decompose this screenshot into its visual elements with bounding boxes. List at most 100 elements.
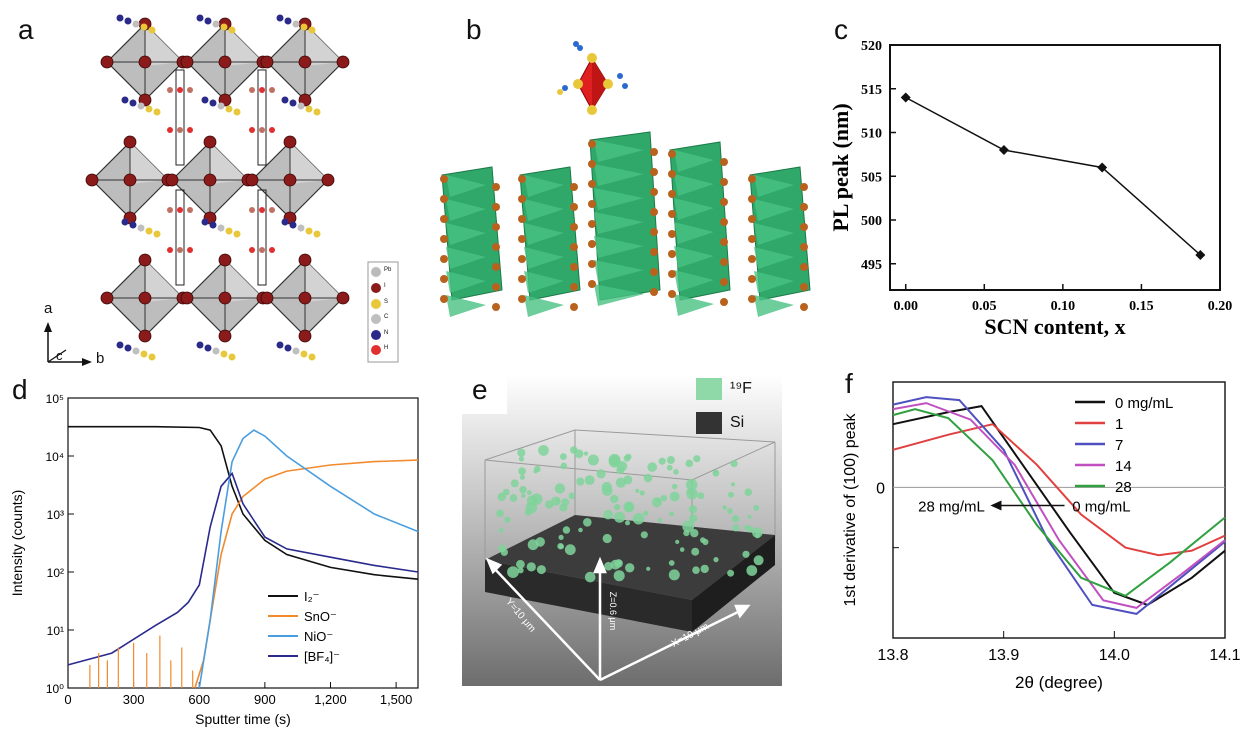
scn-atom (305, 227, 313, 235)
series-line (198, 429, 419, 689)
f-cluster (742, 550, 750, 558)
chain-atom (440, 175, 448, 183)
chain-atom (668, 190, 676, 198)
scn-atom (225, 105, 233, 113)
chain-atom (668, 290, 676, 298)
f-cluster (560, 453, 567, 460)
legend-label: 7 (1115, 437, 1123, 454)
panel-b: b (400, 0, 820, 370)
iodide-atom (123, 135, 137, 149)
cation-atom (249, 127, 255, 133)
f-cluster (646, 566, 651, 571)
chain-atom (518, 195, 526, 203)
series-line (892, 423, 1226, 557)
f-cluster (668, 560, 675, 566)
f-cluster (536, 565, 546, 575)
iodide-atom (298, 329, 312, 343)
f-cluster (639, 490, 645, 496)
cation-atom (259, 247, 265, 253)
y-tick-label: 10⁰ (46, 682, 64, 696)
cation-atom (177, 247, 183, 253)
axis-label-a: a (44, 300, 53, 317)
f-cluster (688, 505, 697, 514)
f-cluster (614, 504, 621, 511)
scn-atom (124, 17, 132, 25)
cation-atom (269, 207, 275, 213)
scn-atom (201, 218, 209, 226)
f-cluster (613, 570, 625, 582)
atom-legend (367, 261, 399, 363)
f-cluster (602, 485, 613, 496)
legend-label: 1 (1115, 416, 1123, 433)
y-tick-label: 505 (861, 170, 882, 185)
chain-atom (720, 258, 728, 266)
chain-atom (650, 148, 658, 156)
f-cluster (568, 492, 576, 500)
f-cluster (754, 533, 761, 539)
chain-facet (524, 247, 564, 269)
dimension-arrows (485, 556, 751, 682)
legend-label: 0 mg/mL (1115, 395, 1173, 412)
chain-facet (524, 223, 564, 245)
f-cluster (617, 560, 623, 565)
x-axis-label: SCN content, x (984, 314, 1125, 339)
iodide-atom (245, 173, 259, 187)
scn-atom (196, 14, 204, 22)
chain-facet (524, 295, 564, 317)
y-tick-label: 510 (861, 127, 882, 142)
x-tick-label: 0.10 (1051, 299, 1076, 314)
f-cluster (730, 460, 738, 468)
iodide-atom (218, 253, 232, 267)
legend-label: 28 (1115, 479, 1132, 496)
scn-atom (308, 353, 316, 361)
legend-h: H (384, 345, 389, 351)
chain-atom (650, 188, 658, 196)
chain-atom (518, 275, 526, 283)
chain-facet (594, 212, 644, 234)
f-cluster (527, 539, 539, 551)
cation-atom (177, 127, 183, 133)
iodide-atom (336, 55, 350, 69)
scn-atom (132, 347, 140, 355)
chain-atom (720, 218, 728, 226)
chain-atom (748, 195, 756, 203)
f-cluster (625, 503, 634, 512)
f-cluster (610, 494, 619, 504)
f-cluster (744, 488, 753, 496)
iodide-atom (180, 291, 194, 305)
f-cluster (516, 559, 525, 569)
scn-atom (313, 108, 321, 116)
tof-sims-3d (462, 374, 782, 686)
y-axis-label: 1st derivative of (100) peak (842, 413, 859, 607)
chain-atom (588, 180, 596, 188)
chain-atom (570, 283, 578, 291)
f-cluster (753, 505, 760, 511)
organic-cation (257, 189, 267, 286)
cation-atom (269, 87, 275, 93)
chain-atom (800, 183, 808, 191)
series-line (905, 96, 1201, 256)
chain-atom (588, 260, 596, 268)
f-cluster (690, 529, 699, 538)
chain-atom (668, 150, 676, 158)
chain-atom (492, 223, 500, 231)
y-tick-label: 10² (47, 566, 64, 580)
x-tick-label: 900 (254, 692, 276, 707)
chain-atom (518, 215, 526, 223)
f-cluster (697, 492, 705, 500)
x-tick-label: 1,200 (314, 692, 347, 707)
chain-facet (446, 199, 486, 221)
scn-atom (308, 26, 316, 34)
cation-atom (269, 247, 275, 253)
iodide-atom (123, 173, 137, 187)
f-cluster (732, 524, 740, 532)
chain-facet (754, 295, 794, 317)
chain-atom (570, 263, 578, 271)
plot-frame (892, 381, 1226, 639)
f-cluster (625, 520, 630, 526)
f-cluster (700, 537, 706, 543)
f-cluster (614, 511, 626, 523)
scn-atom (233, 108, 241, 116)
chain-atom (570, 303, 578, 311)
chain-facet (446, 271, 486, 293)
